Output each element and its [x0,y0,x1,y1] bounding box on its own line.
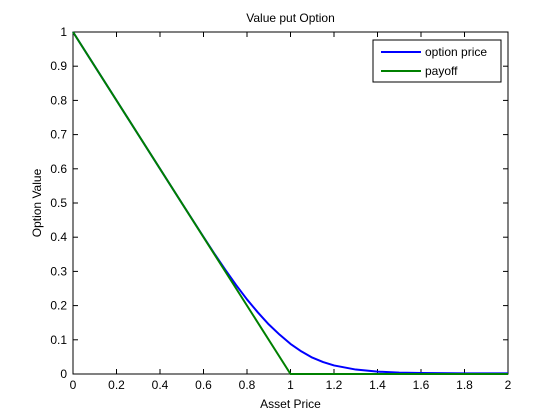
legend-label-payoff: payoff [425,64,458,78]
y-tick-label: 1 [60,25,67,39]
y-tick-label: 0.7 [50,128,67,142]
y-tick-label: 0 [60,367,67,381]
x-tick-label: 0.8 [239,378,256,392]
x-tick-label: 1.8 [456,378,473,392]
y-tick-label: 0.1 [50,333,67,347]
ticks-layer: 0 0.2 0.4 0.6 0.8 1 1.2 1.4 1.6 1.8 2 0 0.1 0.2 0.3 0.4… [50,25,511,392]
legend-label-option-price: option price [425,45,487,59]
y-tick-label: 0.3 [50,264,67,278]
chart-title: Value put Option [246,11,335,25]
x-tick-label: 0.4 [152,378,169,392]
x-tick-label: 1.4 [369,378,386,392]
x-tick-label: 1.2 [326,378,343,392]
legend: option price payoff [372,39,502,83]
y-tick-label: 0.6 [50,162,67,176]
series-line-payoff [72,31,508,375]
x-tick-label: 2 [505,378,512,392]
legend-box [372,39,502,83]
y-tick-label: 0.8 [50,93,67,107]
lines-layer [72,31,508,375]
y-tick-label: 0.5 [50,196,67,210]
x-tick-label: 0.6 [195,378,212,392]
x-tick-label: 0 [70,378,77,392]
y-tick-label: 0.2 [50,299,67,313]
plot-frame [72,31,509,375]
x-tick-label: 1.6 [413,378,430,392]
y-tick-label: 0.4 [50,230,67,244]
x-axis-label: Asset Price [260,397,321,411]
y-tick-label: 0.9 [50,59,67,73]
y-axis-label: Option Value [30,168,44,237]
x-tick-label: 0.2 [108,378,125,392]
x-tick-label: 1 [287,378,294,392]
